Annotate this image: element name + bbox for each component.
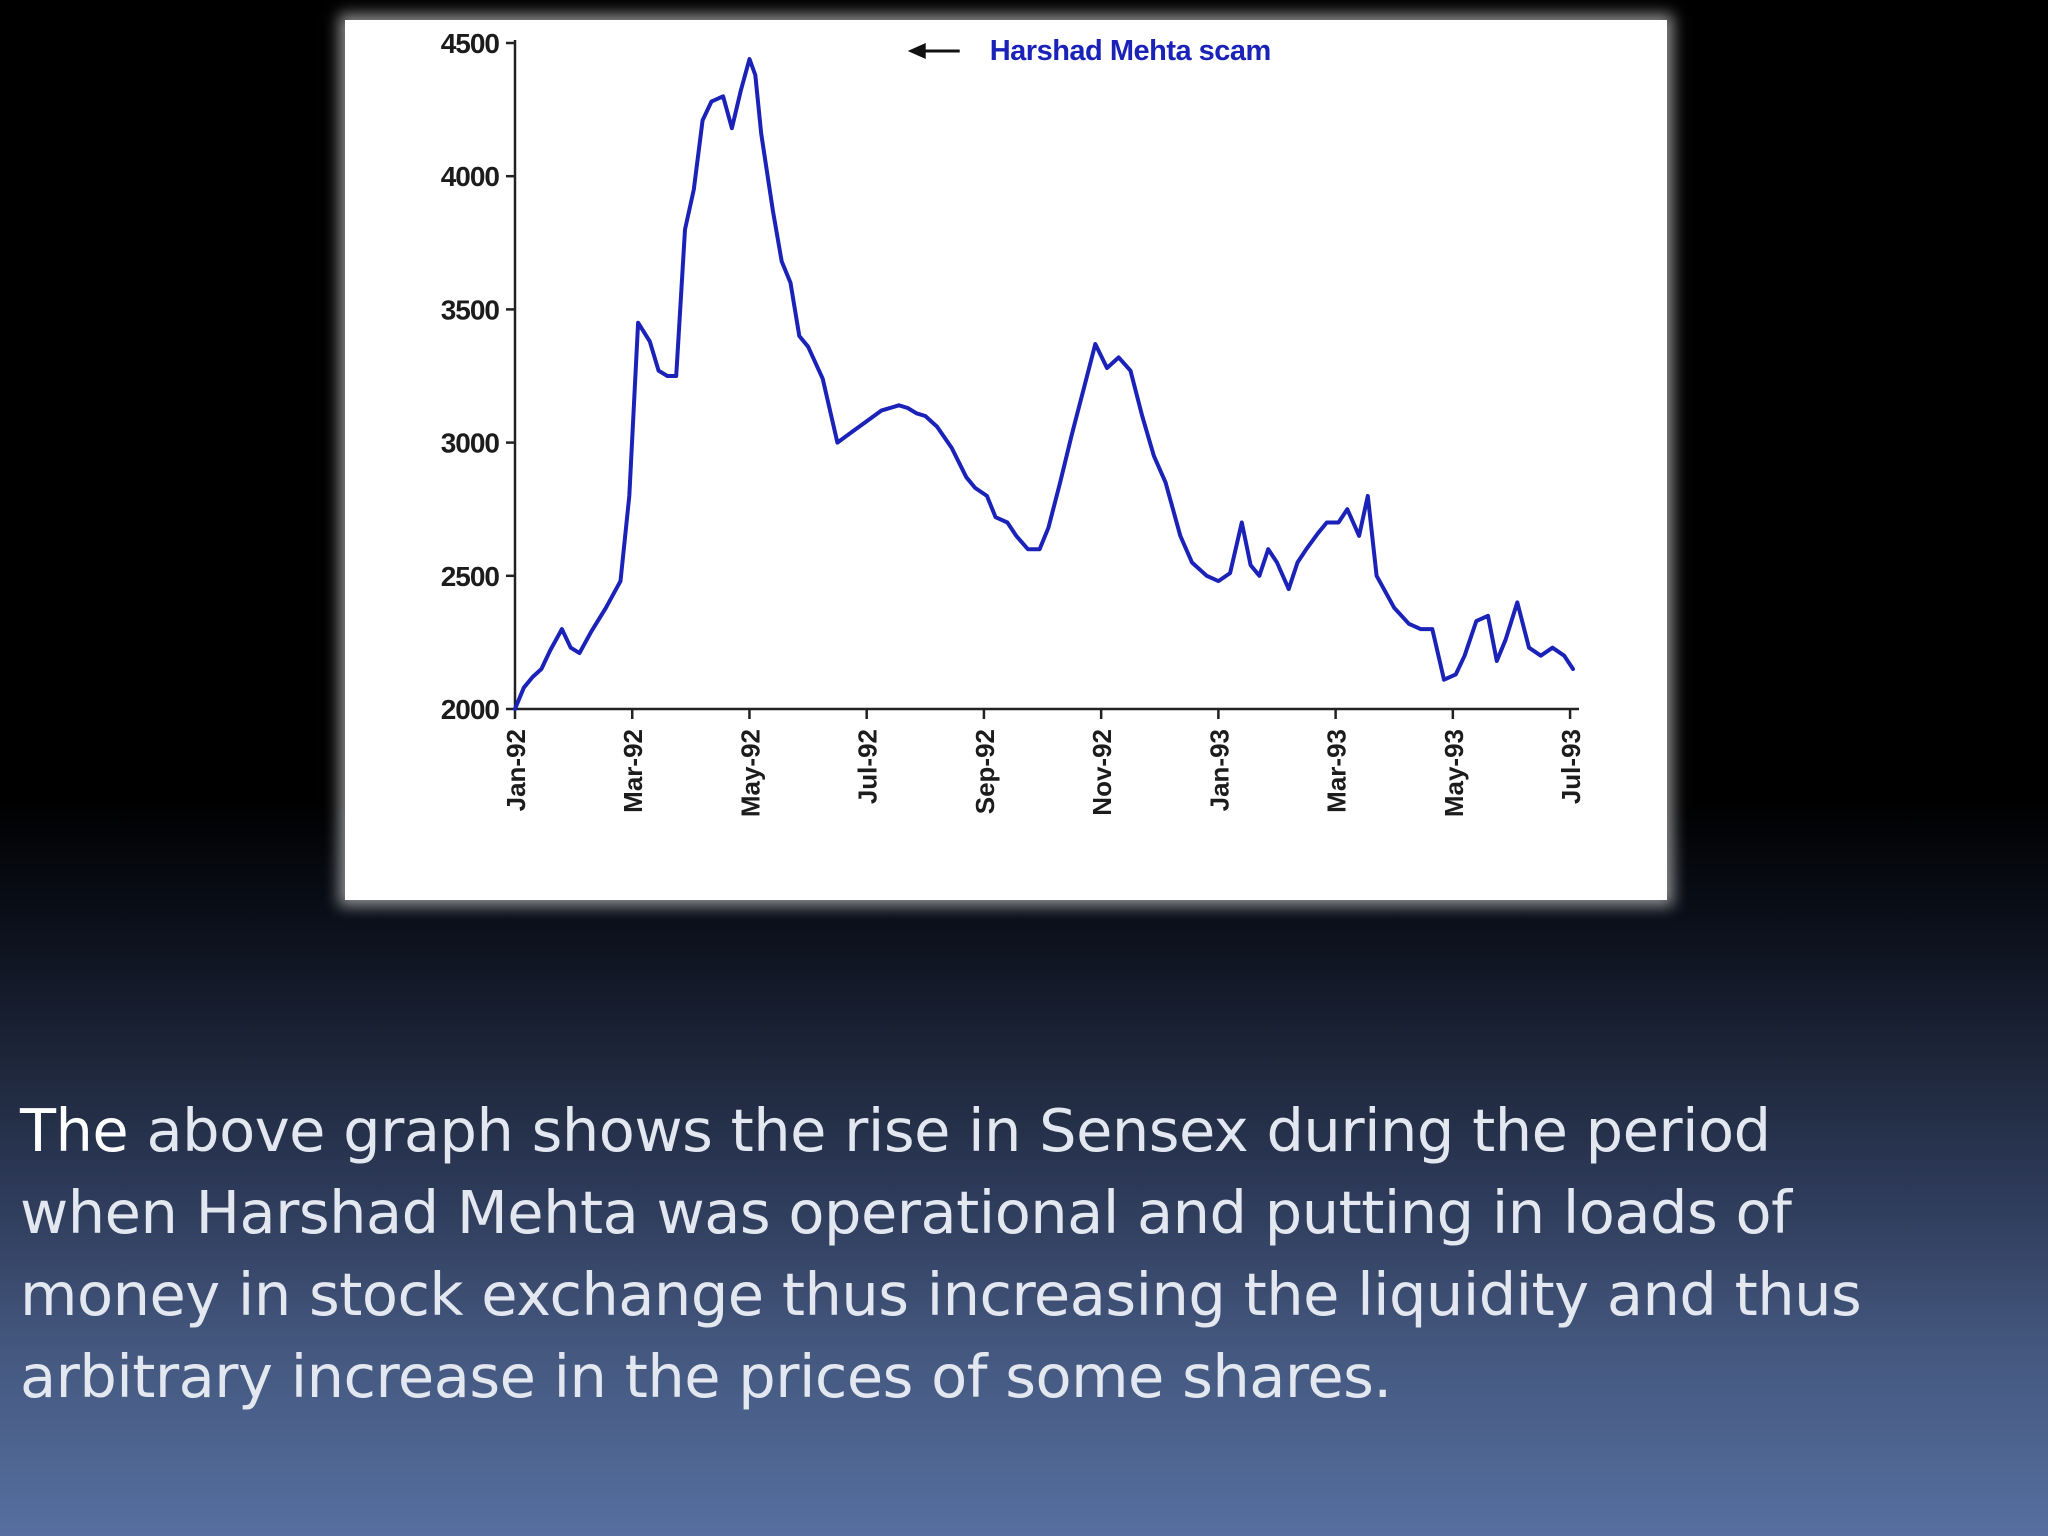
y-tick-label: 4000: [441, 161, 500, 192]
annotation-label: Harshad Mehta scam: [990, 35, 1271, 67]
annotation-arrow-head: [907, 42, 926, 59]
caption-lead-word: The: [20, 1096, 129, 1165]
chart-card: 2000 2500 3000 3500 4000 4500 Jan-92 Mar-92 May-…: [345, 20, 1667, 900]
x-tick-label: Jan-93: [1204, 729, 1234, 811]
x-tick-label: Nov-92: [1087, 729, 1117, 816]
y-tick-label: 3000: [441, 428, 500, 459]
series-layer: [513, 57, 1575, 711]
annotation-layer: Harshad Mehta scam: [907, 35, 1271, 67]
y-tick-label: 4500: [441, 28, 500, 59]
sensex-line-chart: 2000 2500 3000 3500 4000 4500 Jan-92 Mar-92 May-…: [441, 28, 1586, 817]
x-tick-label: May-93: [1439, 729, 1469, 817]
y-tick-label: 3500: [441, 294, 500, 325]
caption-body-text: above graph shows the rise in Sensex dur…: [20, 1096, 1862, 1411]
slide-caption: The above graph shows the rise in Sensex…: [20, 1090, 1920, 1418]
x-tick-label: Jul-93: [1556, 729, 1586, 804]
axes: 2000 2500 3000 3500 4000 4500 Jan-92 Mar-92 May-…: [441, 28, 1586, 817]
x-tick-label: Jan-92: [501, 729, 531, 811]
y-tick-label: 2500: [441, 561, 500, 592]
x-tick-label: May-92: [735, 729, 765, 817]
series-line-sensex: [513, 57, 1575, 711]
x-tick-label: Mar-93: [1322, 729, 1352, 813]
x-tick-label: Sep-92: [970, 729, 1000, 814]
y-tick-label: 2000: [441, 694, 500, 725]
x-tick-label: Jul-92: [853, 729, 883, 804]
x-tick-label: Mar-92: [618, 729, 648, 813]
